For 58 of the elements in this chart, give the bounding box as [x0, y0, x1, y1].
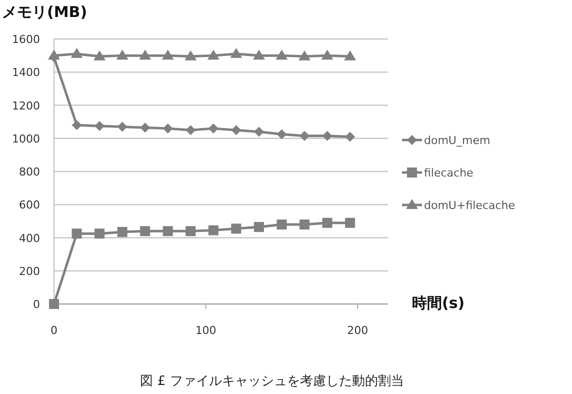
- point: [298, 50, 310, 60]
- point: [186, 125, 196, 136]
- y-tick-label: 800: [19, 166, 40, 178]
- point: [184, 50, 197, 60]
- point: [230, 48, 242, 58]
- point: [276, 50, 288, 60]
- y-tick-label: 200: [19, 264, 40, 278]
- point: [186, 226, 196, 236]
- x-tick-label: 200: [347, 324, 368, 337]
- point: [254, 222, 264, 232]
- point: [117, 122, 128, 132]
- point: [94, 50, 106, 60]
- point: [344, 50, 356, 60]
- point: [162, 123, 173, 134]
- point: [322, 218, 332, 228]
- text: 図 £ ファイルキャッシュを考慮した動的割当: [140, 374, 404, 389]
- y-tick-label: 600: [19, 198, 40, 212]
- y-tick-label: 1600: [12, 33, 40, 46]
- point: [140, 122, 150, 133]
- point: [94, 228, 105, 239]
- point: [70, 48, 83, 58]
- point: [140, 226, 150, 236]
- point: [254, 126, 264, 137]
- point: [207, 50, 220, 60]
- point: [276, 129, 287, 140]
- point: [300, 220, 310, 230]
- point: [162, 226, 173, 236]
- point: [300, 130, 310, 141]
- point: [162, 50, 174, 60]
- point: [116, 50, 128, 60]
- point: [231, 224, 242, 234]
- x-tick-label: 100: [195, 324, 216, 337]
- legend-label: domU_mem: [424, 134, 490, 147]
- y-tick-label: 1000: [12, 132, 40, 146]
- point: [72, 228, 82, 239]
- point: [94, 120, 105, 131]
- point: [208, 225, 218, 236]
- y-tick-label: 400: [19, 232, 40, 245]
- point: [208, 123, 218, 134]
- point: [117, 226, 128, 237]
- point: [345, 132, 356, 142]
- legend-label: filecache: [424, 166, 474, 180]
- point: [72, 120, 82, 130]
- point: [252, 50, 265, 60]
- y-axis-title: メモリ(MB): [2, 3, 88, 21]
- point: [231, 125, 242, 136]
- point: [322, 130, 332, 141]
- point: [276, 220, 287, 230]
- x-axis-title: 時間(s): [412, 294, 465, 312]
- point: [139, 50, 152, 60]
- point: [345, 218, 356, 228]
- y-tick-label: 0: [33, 298, 40, 311]
- y-tick-label: 1400: [12, 66, 40, 80]
- point: [49, 299, 59, 309]
- x-tick-label: 0: [50, 324, 58, 337]
- legend-label: domU+filecache: [424, 199, 516, 212]
- point: [321, 50, 334, 60]
- y-tick-label: 1200: [12, 99, 40, 112]
